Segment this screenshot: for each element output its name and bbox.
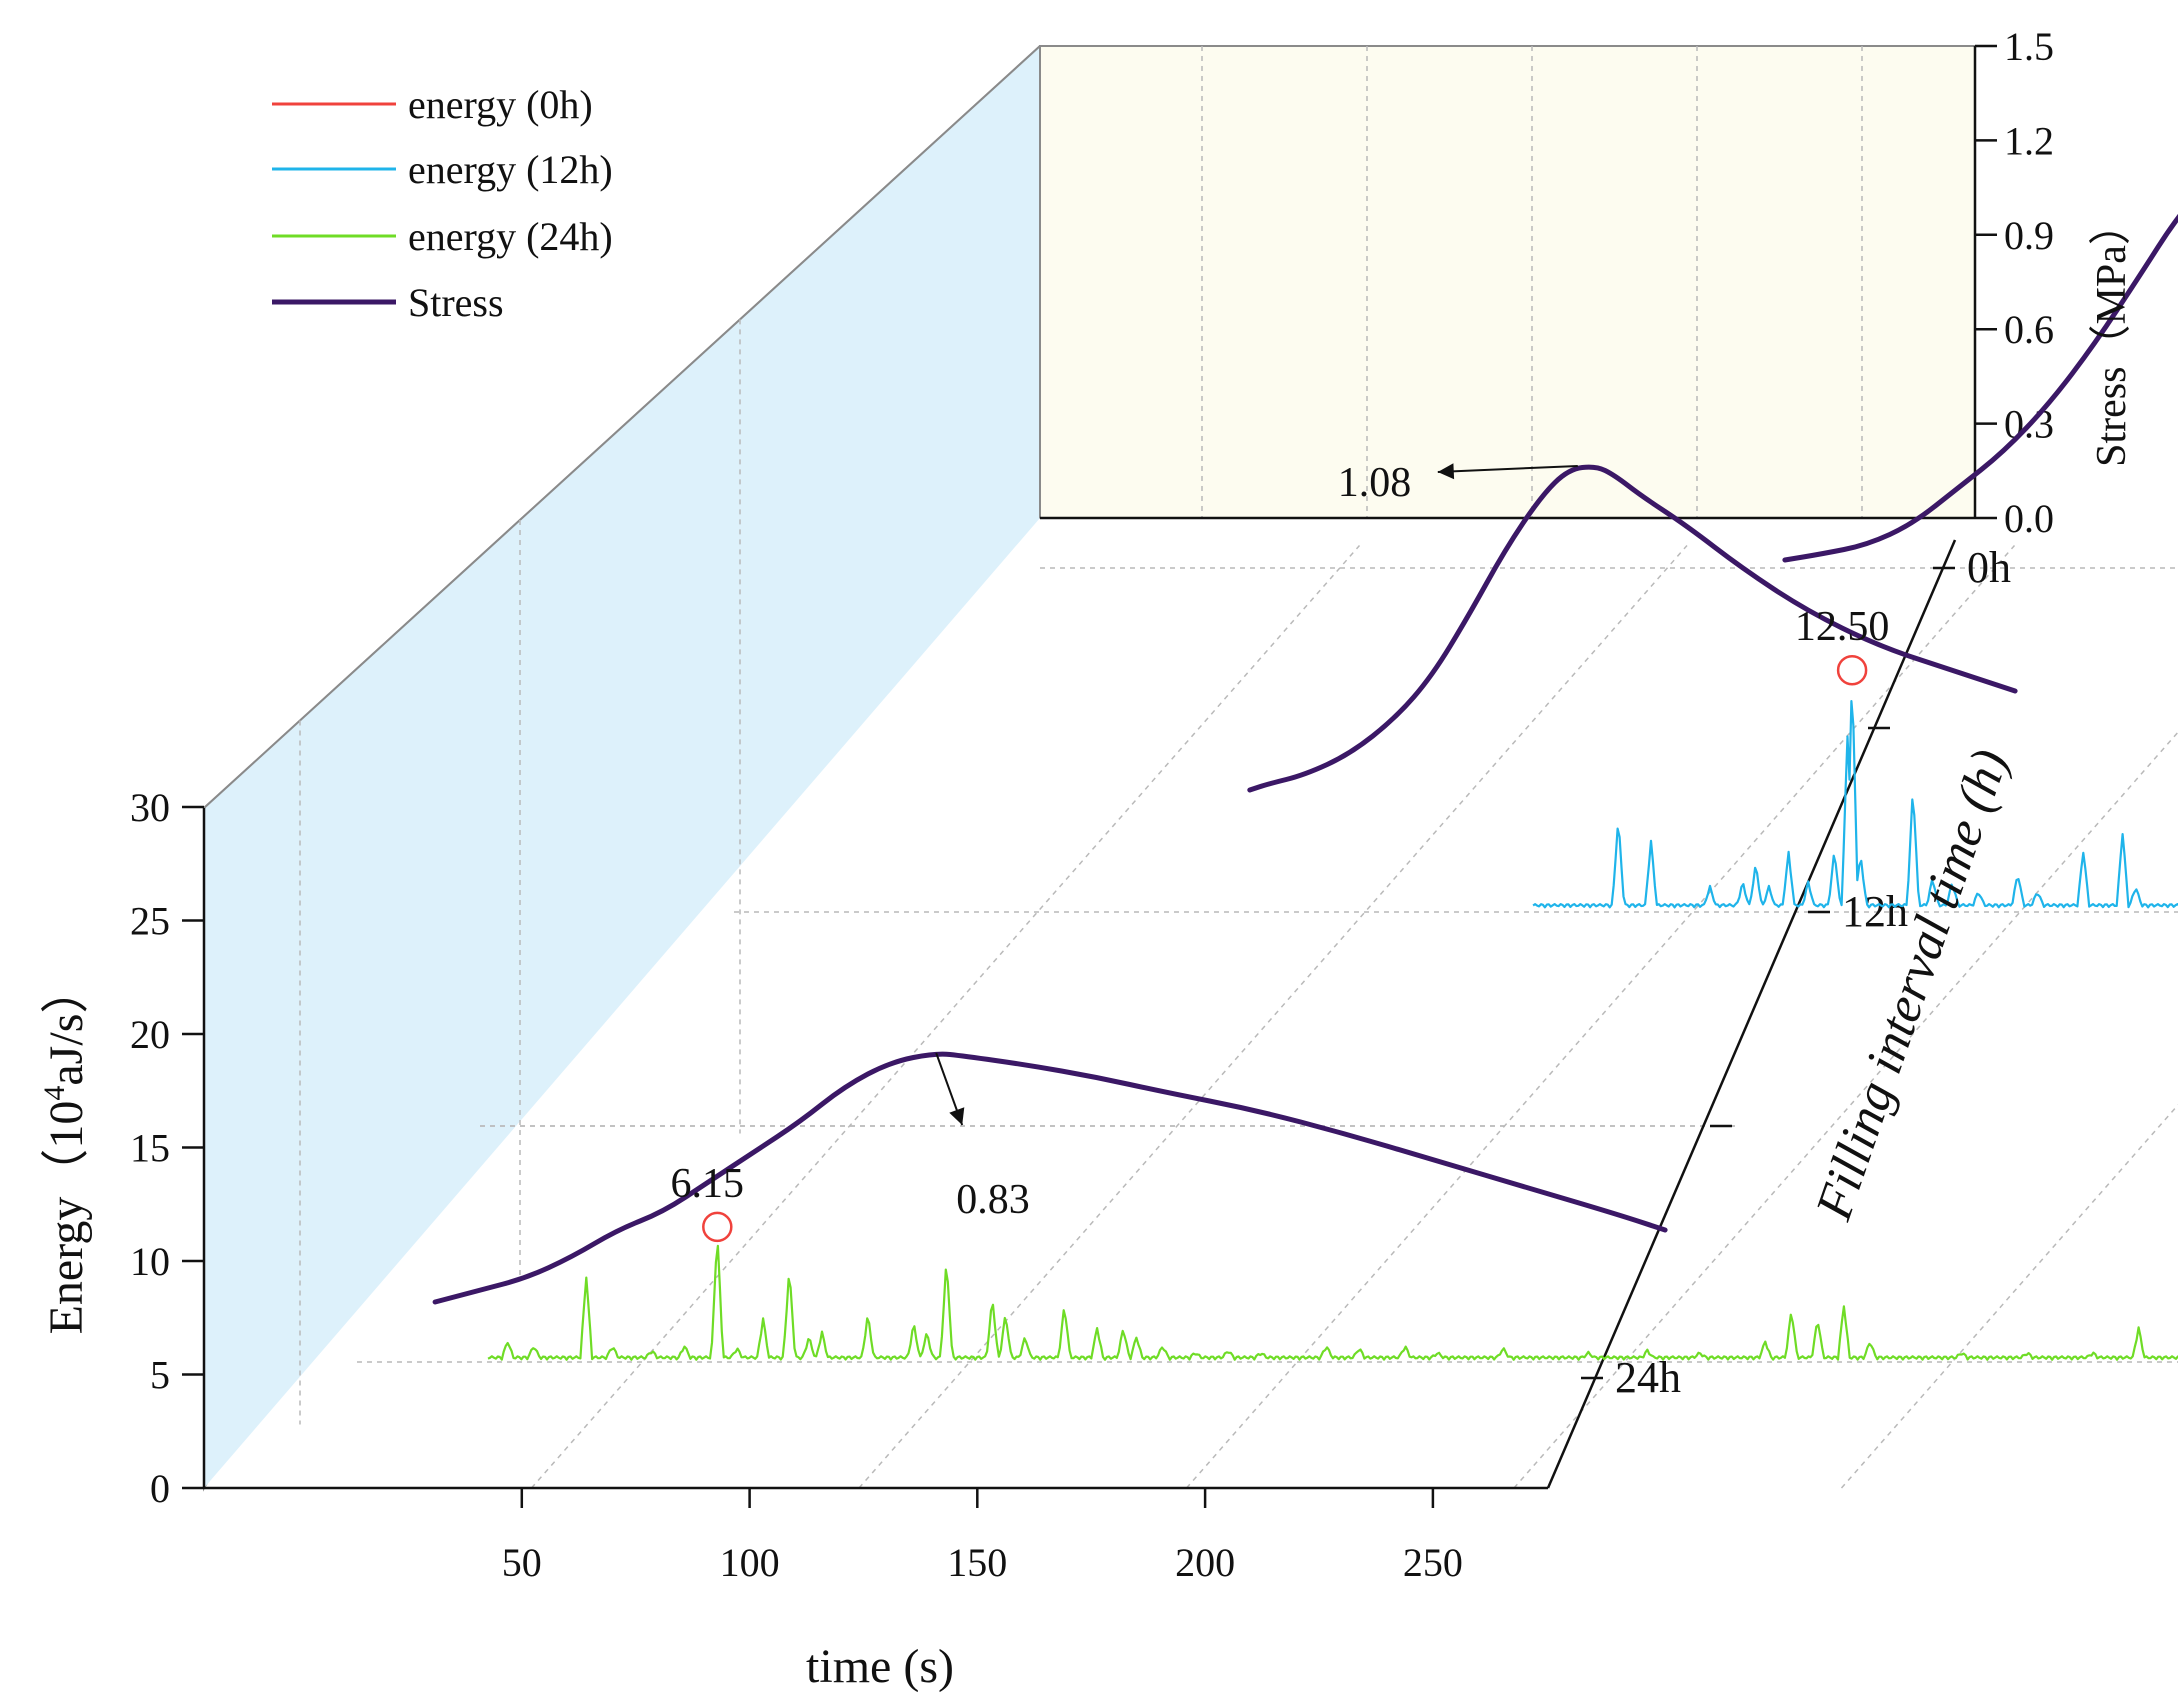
- legend-item-energy-12h: energy (12h): [272, 147, 613, 192]
- energy-unit-suffix: aJ/s）: [40, 966, 93, 1086]
- x-axis-title: time (s): [806, 1640, 954, 1693]
- stress-arrow-4: [1437, 465, 1578, 473]
- stress-tick-label-0: 0.0: [2004, 496, 2054, 541]
- stress-peak-label-5: 0.83: [956, 1177, 1029, 1223]
- energy-tick-label-0: 0: [150, 1466, 170, 1511]
- energy-axis-title: Energy（104aJ/s）: [38, 966, 93, 1335]
- time-tick-label-1: 100: [720, 1540, 780, 1585]
- time-tick-label-2: 150: [947, 1540, 1007, 1585]
- stress-tick-label-2: 0.6: [2004, 307, 2054, 352]
- annotations: 21.1412.506.151.331.080.83: [671, 460, 1890, 1243]
- energy-series-2: [487, 1244, 2178, 1361]
- energy-axis-label: Energy: [40, 1197, 93, 1335]
- stress-tick-label-5: 1.5: [2004, 24, 2054, 69]
- interval-tick-label-0: 0h: [1967, 543, 2011, 592]
- svg-text:Stress: Stress: [408, 280, 504, 325]
- peak-label-2: 6.15: [671, 1161, 745, 1207]
- svg-text:energy (0h): energy (0h): [408, 82, 593, 127]
- stress-tick-label-3: 0.9: [2004, 213, 2054, 258]
- time-tick-label-0: 50: [502, 1540, 542, 1585]
- interval-axis-line: [1546, 539, 1957, 1489]
- floor-grid-line-3: [1513, 731, 2178, 1489]
- stress-arrowhead-4: [1437, 463, 1455, 480]
- time-tick-label-3: 200: [1175, 1540, 1235, 1585]
- peak-marker-2: [702, 1211, 733, 1243]
- legend: energy (0h) energy (12h) energy (24h) St…: [272, 82, 613, 325]
- time-tick-label-4: 250: [1403, 1540, 1463, 1585]
- stress-curve-0: [1782, 213, 2178, 563]
- energy-tick-label-4: 20: [130, 1012, 170, 1057]
- energy-tick-label-2: 10: [130, 1239, 170, 1284]
- series-layer: [432, 213, 2178, 1361]
- energy-tick-label-1: 5: [150, 1353, 170, 1398]
- stress-tick-label-4: 1.2: [2004, 118, 2054, 163]
- peak-label-1: 12.50: [1795, 604, 1890, 650]
- svg-text:Energy（104aJ/s）: Energy（104aJ/s）: [38, 966, 93, 1335]
- svg-text:energy (24h): energy (24h): [408, 214, 613, 259]
- interval-tick-label-1: 12h: [1842, 887, 1908, 936]
- stress-curve-1: [1247, 464, 2018, 793]
- grid-lines: [299, 46, 2178, 1489]
- energy-tick-label-5: 25: [130, 899, 170, 944]
- svg-text:energy (12h): energy (12h): [408, 147, 613, 192]
- energy-unit-exp: 4: [38, 1086, 71, 1101]
- legend-item-energy-0h: energy (0h): [272, 82, 593, 127]
- peak-marker-1: [1836, 654, 1868, 686]
- stress-arrowhead-5: [949, 1107, 965, 1125]
- interval-tick-label-2: 24h: [1615, 1353, 1681, 1402]
- energy-unit-prefix: （10: [40, 1101, 93, 1197]
- energy-tick-label-6: 30: [130, 785, 170, 830]
- stress-peak-label-4: 1.08: [1338, 460, 1412, 506]
- stress-axis-title: Stress（MPa）: [2089, 203, 2135, 467]
- side-wall-fill: [204, 46, 1040, 1488]
- energy-tick-label-3: 15: [130, 1126, 170, 1171]
- energy-series-1: [1532, 699, 2178, 909]
- stress-curve-2: [432, 1051, 1668, 1305]
- legend-item-stress: Stress: [272, 280, 504, 325]
- floor-grid-line-1: [858, 545, 1688, 1489]
- legend-item-energy-24h: energy (24h): [272, 214, 613, 259]
- back-wall-panel: [1039, 45, 1976, 519]
